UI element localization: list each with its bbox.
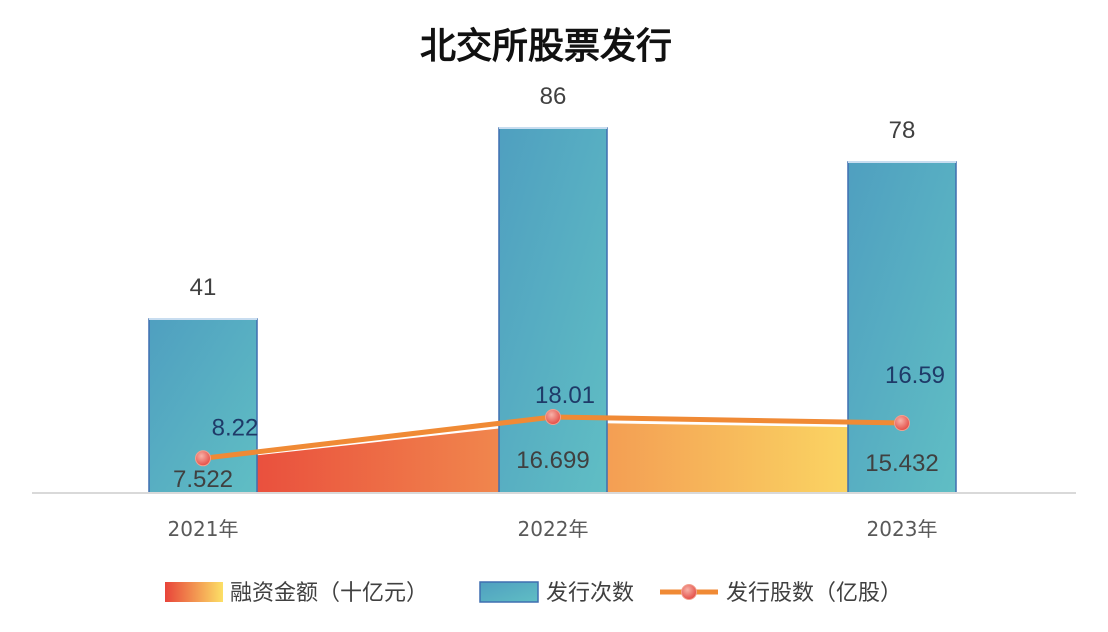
x-tick-label-3: 2023年 [867, 517, 938, 541]
legend-swatch-bar [479, 581, 539, 603]
line-layer [195, 408, 910, 467]
label-layer: 41 86 78 8.22 18.01 16.59 7.522 16.699 15.432 [173, 83, 945, 493]
bar-issuance-count-2 [498, 127, 608, 494]
area-value-label-1: 7.522 [173, 466, 233, 493]
legend: 融资金额（十亿元） 发行次数 发行股数（亿股） [165, 581, 902, 606]
line-value-label-1: 8.22 [212, 414, 259, 441]
line-marker-1 [195, 450, 211, 467]
bar-issuance-count-3 [847, 161, 957, 494]
x-tick-label-2: 2022年 [518, 517, 589, 541]
legend-swatch-area [165, 582, 223, 602]
chart-title: 北交所股票发行 [420, 25, 672, 67]
area-value-label-3: 15.432 [865, 450, 938, 477]
line-marker-2 [545, 408, 561, 425]
tick-layer: 2021年 2022年 2023年 [168, 517, 938, 541]
bar-count-label-1: 41 [190, 274, 217, 301]
bar-layer [148, 127, 957, 494]
legend-swatch-line-marker [681, 584, 697, 600]
line-value-label-2: 18.01 [535, 382, 595, 409]
legend-label-bar: 发行次数 [546, 581, 634, 606]
bar-count-label-2: 86 [540, 83, 567, 110]
x-tick-label-1: 2021年 [168, 517, 239, 541]
legend-label-line: 发行股数（亿股） [726, 581, 902, 606]
bar-count-label-3: 78 [889, 117, 916, 144]
area-value-label-2: 16.699 [516, 447, 589, 474]
legend-label-area: 融资金额（十亿元） [230, 581, 428, 606]
line-value-label-3: 16.59 [885, 362, 945, 389]
line-marker-3 [894, 414, 910, 431]
